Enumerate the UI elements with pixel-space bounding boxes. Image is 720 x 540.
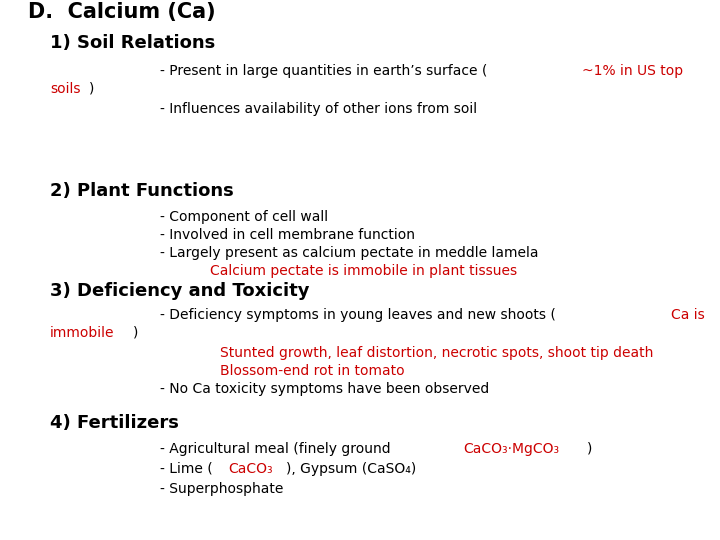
Text: Blossom-end rot in tomato: Blossom-end rot in tomato — [220, 364, 405, 378]
Text: ): ) — [89, 82, 95, 96]
Text: ~1% in US top: ~1% in US top — [582, 64, 683, 78]
Text: ): ) — [588, 442, 593, 456]
Text: - Superphosphate: - Superphosphate — [160, 482, 284, 496]
Text: CaCO₃: CaCO₃ — [228, 462, 273, 476]
Text: Stunted growth, leaf distortion, necrotic spots, shoot tip death: Stunted growth, leaf distortion, necroti… — [220, 346, 653, 360]
Text: 2) Plant Functions: 2) Plant Functions — [50, 182, 234, 200]
Text: ), Gypsum (CaSO₄): ), Gypsum (CaSO₄) — [286, 462, 416, 476]
Text: Calcium pectate is immobile in plant tissues: Calcium pectate is immobile in plant tis… — [210, 264, 517, 278]
Text: - Component of cell wall: - Component of cell wall — [160, 210, 328, 224]
Text: - Involved in cell membrane function: - Involved in cell membrane function — [160, 228, 415, 242]
Text: - Present in large quantities in earth’s surface (: - Present in large quantities in earth’s… — [160, 64, 487, 78]
Text: immobile: immobile — [50, 326, 114, 340]
Text: 3) Deficiency and Toxicity: 3) Deficiency and Toxicity — [50, 282, 310, 300]
Text: 1) Soil Relations: 1) Soil Relations — [50, 34, 215, 52]
Text: - Deficiency symptoms in young leaves and new shoots (: - Deficiency symptoms in young leaves an… — [160, 308, 556, 322]
Text: - Largely present as calcium pectate in meddle lamela: - Largely present as calcium pectate in … — [160, 246, 539, 260]
Text: soils: soils — [50, 82, 81, 96]
Text: - No Ca toxicity symptoms have been observed: - No Ca toxicity symptoms have been obse… — [160, 382, 490, 396]
Text: Ca is: Ca is — [671, 308, 705, 322]
Text: - Influences availability of other ions from soil: - Influences availability of other ions … — [160, 102, 477, 116]
Text: 4) Fertilizers: 4) Fertilizers — [50, 414, 179, 432]
Text: - Agricultural meal (finely ground: - Agricultural meal (finely ground — [160, 442, 395, 456]
Text: CaCO₃·MgCO₃: CaCO₃·MgCO₃ — [463, 442, 559, 456]
Text: - Lime (: - Lime ( — [160, 462, 212, 476]
Text: ): ) — [133, 326, 139, 340]
Text: D.  Calcium (Ca): D. Calcium (Ca) — [28, 2, 215, 22]
